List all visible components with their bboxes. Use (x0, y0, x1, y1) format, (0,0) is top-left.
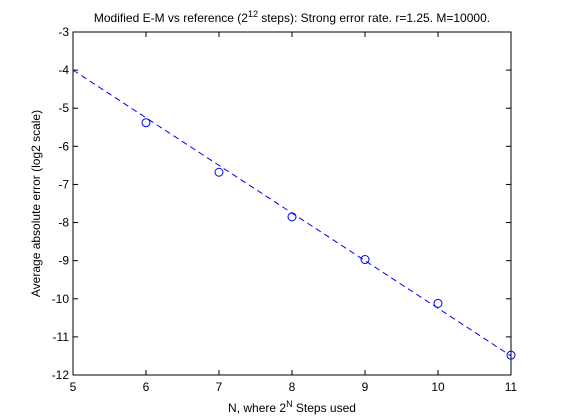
chart-title-suffix: steps): Strong error rate. r=1.25. M=100… (258, 11, 490, 25)
x-axis-label-prefix: N, where 2 (228, 401, 286, 415)
plot-area (72, 31, 512, 376)
x-axis-label-suffix: Steps used (293, 401, 356, 415)
data-point (433, 298, 443, 308)
y-tick-label: -11 (53, 330, 70, 344)
fit-line (72, 69, 512, 357)
x-tick-label: 7 (216, 380, 223, 394)
x-axis-label: N, where 2N Steps used (228, 399, 356, 415)
y-tick-label: -6 (58, 139, 69, 153)
x-axis-label-superscript: N (286, 399, 293, 409)
y-tick-label: -7 (58, 177, 69, 191)
data-layer (72, 69, 516, 360)
x-tick-label: 5 (70, 380, 77, 394)
data-point (360, 255, 370, 265)
y-tick-label: -4 (58, 63, 69, 77)
x-tick-label: 11 (505, 380, 518, 394)
y-tick-label: -8 (58, 216, 69, 230)
chart-title-prefix: Modified E-M vs reference (2 (94, 11, 248, 25)
data-point (506, 350, 516, 360)
x-tick-label: 6 (143, 380, 150, 394)
y-tick-label: -5 (58, 101, 69, 115)
y-tick-label: -12 (52, 368, 70, 382)
chart-title-superscript: 12 (248, 9, 258, 19)
y-tick-label: -9 (58, 254, 69, 268)
y-axis-label: Average absolute error (log2 scale) (29, 110, 43, 297)
data-point (141, 118, 151, 128)
y-tick-label: -10 (52, 292, 70, 306)
x-tick-label: 9 (362, 380, 369, 394)
x-tick-label: 10 (431, 380, 445, 394)
x-tick-label: 8 (289, 380, 296, 394)
axis-ticks: 5 6 7 8 9 10 11 -12 -11 -10 -9 -8 -7 -6 -5 -4 -3 (52, 25, 518, 394)
chart-title: Modified E-M vs reference (212 steps): S… (94, 9, 490, 25)
data-point (214, 167, 224, 177)
y-tick-label: -3 (58, 25, 69, 39)
